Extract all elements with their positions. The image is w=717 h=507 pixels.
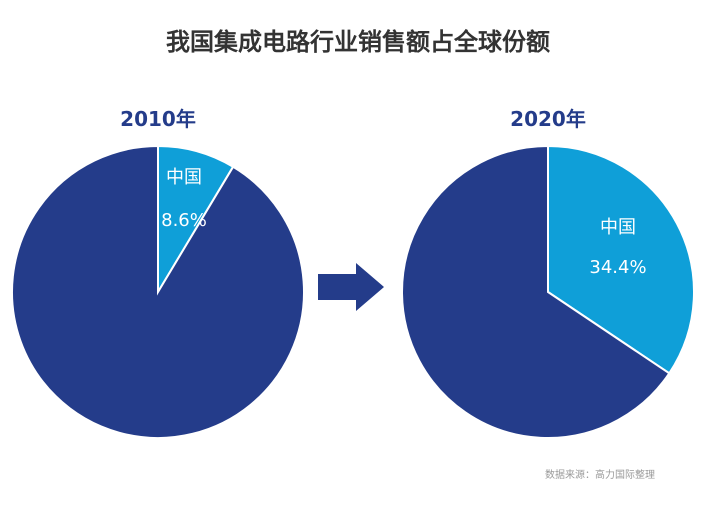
chart-title: 我国集成电路行业销售额占全球份额 <box>166 28 550 56</box>
slice-2010-china-name: 中国 <box>166 167 202 188</box>
source-note: 数据来源：高力国际整理 <box>545 468 655 481</box>
pie-2010-year-label: 2010年 <box>120 107 196 131</box>
slice-2010-rest <box>11 144 305 439</box>
slice-2020-china-value-label: 34.4% <box>589 257 646 278</box>
arrow-right-icon <box>318 263 384 311</box>
slice-2010-china-value-label: 8.6% <box>161 210 207 231</box>
slice-2020-china <box>547 144 695 375</box>
pie-2010 <box>11 144 305 439</box>
pie-2020 <box>401 144 695 439</box>
slice-2020-china-name: 中国 <box>600 217 636 238</box>
slice-2020-rest <box>401 144 671 439</box>
pie-2020-year-label: 2020年 <box>510 107 586 131</box>
